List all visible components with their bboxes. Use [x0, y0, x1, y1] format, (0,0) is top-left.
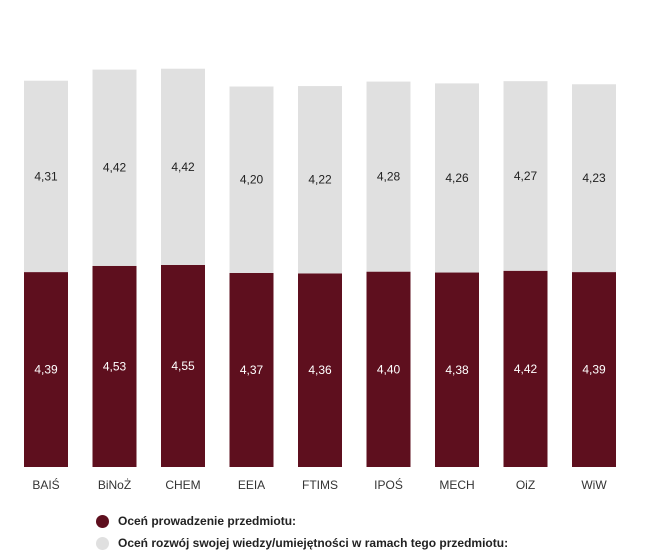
data-label-development-3: 4,20	[240, 173, 264, 187]
data-label-development-7: 4,27	[514, 169, 538, 183]
bar-segment-teaching-6	[435, 272, 479, 467]
bar-segment-development-3	[229, 86, 274, 273]
bar-segment-development-7	[503, 81, 548, 271]
data-label-development-4: 4,22	[308, 173, 332, 187]
category-label-3: EEIA	[238, 478, 265, 492]
data-label-teaching-3: 4,37	[240, 363, 264, 377]
bar-segment-development-0	[24, 80, 68, 273]
legend-label-development: Oceń rozwój swojej wiedzy/umiejętności w…	[118, 536, 509, 550]
category-label-0: BAIŚ	[32, 477, 59, 492]
data-label-teaching-7: 4,42	[514, 362, 538, 376]
bar-segment-teaching-5	[366, 271, 411, 467]
category-label-7: OiZ	[516, 478, 535, 492]
data-label-teaching-2: 4,55	[171, 359, 195, 373]
bar-segment-teaching-4	[298, 273, 342, 467]
data-label-development-0: 4,31	[34, 169, 58, 183]
bar-segment-teaching-3	[229, 272, 274, 467]
bar-segment-development-5	[366, 81, 411, 272]
data-label-teaching-0: 4,39	[34, 363, 58, 377]
bar-segment-teaching-0	[24, 272, 68, 467]
category-label-2: CHEM	[165, 478, 200, 492]
data-label-development-5: 4,28	[377, 170, 401, 184]
bar-segment-teaching-8	[572, 272, 616, 467]
bar-segment-teaching-2	[161, 264, 205, 467]
data-label-development-8: 4,23	[582, 171, 606, 185]
legend-item-teaching: Oceń prowadzenie przedmiotu:	[96, 510, 508, 532]
data-label-development-6: 4,26	[445, 171, 469, 185]
category-label-1: BiNoŻ	[98, 478, 131, 492]
data-label-development-2: 4,42	[171, 160, 195, 174]
legend-item-development: Oceń rozwój swojej wiedzy/umiejętności w…	[96, 532, 508, 554]
bar-segment-development-4	[298, 86, 342, 274]
category-label-4: FTIMS	[302, 478, 338, 492]
data-label-development-1: 4,42	[103, 161, 127, 175]
data-label-teaching-1: 4,53	[103, 359, 127, 373]
legend-label-teaching: Oceń prowadzenie przedmiotu:	[118, 514, 297, 528]
category-label-8: WiW	[581, 478, 607, 492]
legend: Oceń prowadzenie przedmiotu: Oceń rozwój…	[96, 510, 508, 554]
bar-segment-teaching-1	[92, 265, 137, 467]
data-label-teaching-4: 4,36	[308, 363, 332, 377]
data-label-teaching-5: 4,40	[377, 362, 401, 376]
bar-segment-development-8	[572, 84, 616, 273]
legend-swatch-teaching	[96, 514, 109, 528]
bar-segment-development-6	[435, 83, 479, 273]
category-label-6: MECH	[439, 478, 474, 492]
data-label-teaching-6: 4,38	[445, 363, 469, 377]
category-label-5: IPOŚ	[374, 477, 403, 492]
bar-segment-development-2	[161, 68, 205, 265]
legend-swatch-development	[96, 536, 109, 550]
bar-segment-teaching-7	[503, 270, 548, 467]
data-label-teaching-8: 4,39	[582, 363, 606, 377]
bar-segment-development-1	[92, 69, 137, 266]
